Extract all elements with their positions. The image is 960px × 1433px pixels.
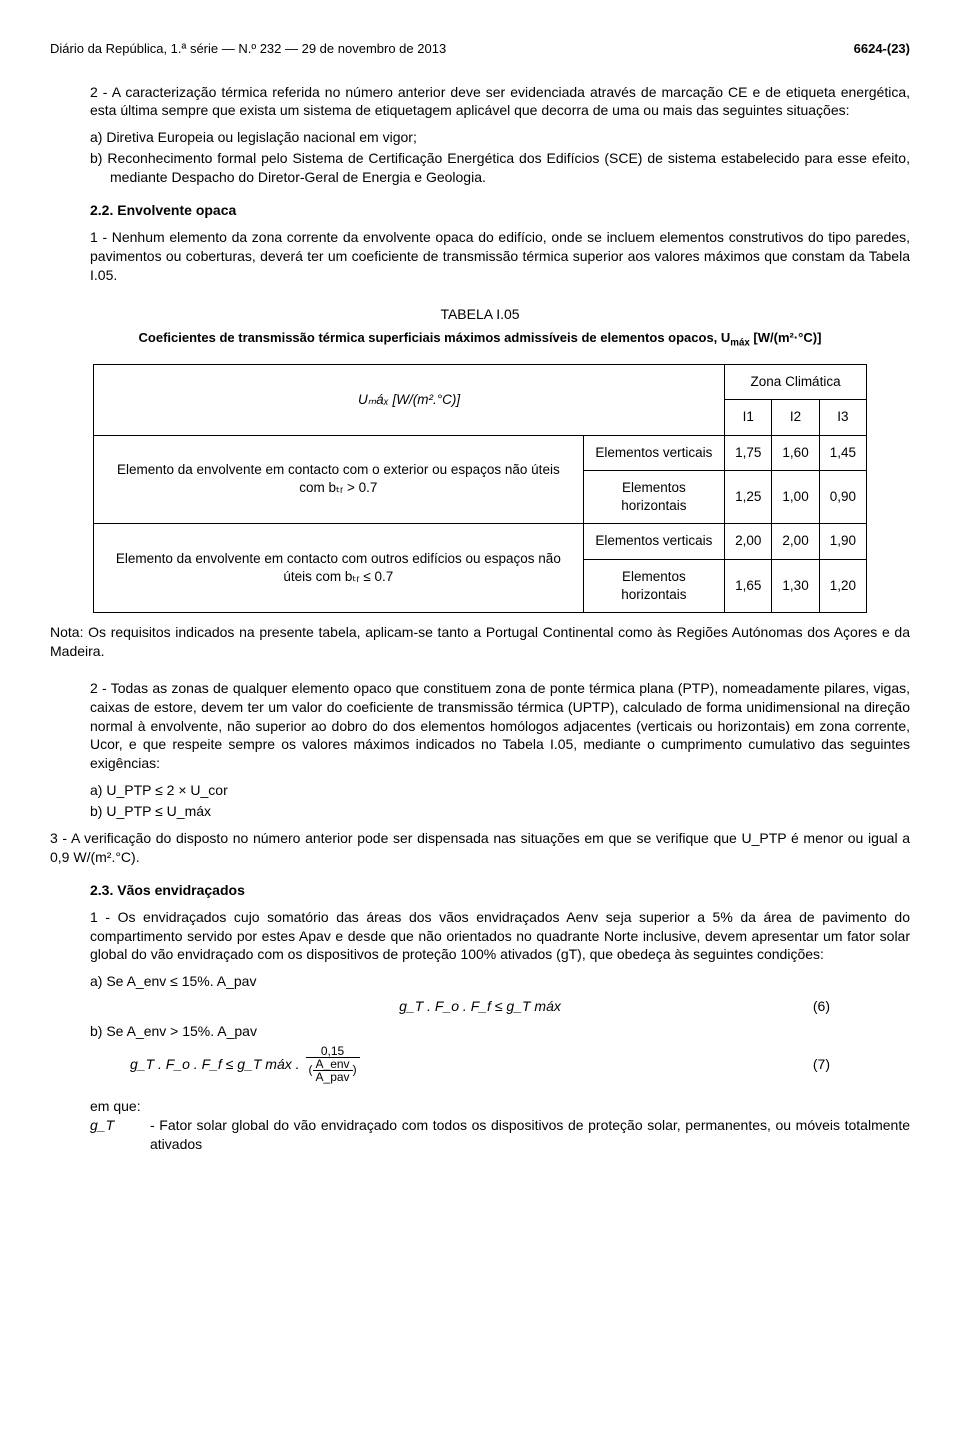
table-subcaption: Coeficientes de transmissão térmica supe… (50, 329, 910, 350)
row2-elh: Elementos horizontais (583, 559, 725, 612)
cell-i1: I1 (725, 400, 772, 435)
ptp-a-text: a) U_PTP ≤ 2 × U_cor (90, 782, 228, 798)
equation-7: g_T . F_o . F_f ≤ g_T máx . 0,15 (A_envA… (50, 1045, 910, 1083)
r1v-i2: 1,60 (772, 435, 819, 470)
heading-2-2: 2.2. Envolvente opaca (50, 201, 910, 220)
r2h-i2: 1,30 (772, 559, 819, 612)
r1h-i1: 1,25 (725, 470, 772, 523)
eq7-frac-outer: 0,15 (A_envA_pav) (306, 1045, 360, 1083)
subcap-text: Coeficientes de transmissão térmica supe… (139, 330, 731, 345)
r2v-i3: 1,90 (819, 524, 866, 559)
subcap-unit: [W/(m²·°C)] (750, 330, 822, 345)
umax-label: Uₘáₓ [W/(m².°C)] (358, 392, 460, 407)
cond-a: a) Se A_env ≤ 15%. A_pav (50, 972, 910, 991)
r2v-i1: 2,00 (725, 524, 772, 559)
gt-desc: - Fator solar global do vão envidraçado … (150, 1116, 910, 1154)
row1-elh: Elementos horizontais (583, 470, 725, 523)
cell-i3: I3 (819, 400, 866, 435)
para-2-2: 1 - Nenhum elemento da zona corrente da … (50, 228, 910, 285)
row2-elv: Elementos verticais (583, 524, 725, 559)
r2v-i2: 2,00 (772, 524, 819, 559)
eq7-apav: A_pav (313, 1071, 353, 1083)
cell-umax: Uₘáₓ [W/(m².°C)] (94, 365, 725, 435)
row1-desc: Elemento da envolvente em contacto com o… (94, 435, 584, 524)
r1v-i3: 1,45 (819, 435, 866, 470)
header-left: Diário da República, 1.ª série — N.º 232… (50, 40, 446, 58)
heading-2-3: 2.3. Vãos envidraçados (50, 881, 910, 900)
row2-desc: Elemento da envolvente em contacto com o… (94, 524, 584, 613)
table-caption: TABELA I.05 (50, 305, 910, 324)
subcap-sub: máx (730, 338, 750, 349)
eq6-num: (6) (813, 997, 830, 1016)
row1-elv: Elementos verticais (583, 435, 725, 470)
r1h-i2: 1,00 (772, 470, 819, 523)
ptp-a: a) U_PTP ≤ 2 × U_cor (50, 781, 910, 800)
page-header: Diário da República, 1.ª série — N.º 232… (50, 40, 910, 58)
table-note: Nota: Os requisitos indicados na present… (50, 623, 910, 661)
item-b: b) Reconhecimento formal pelo Sistema de… (50, 149, 910, 187)
r1h-i3: 0,90 (819, 470, 866, 523)
eq6-expr: g_T . F_o . F_f ≤ g_T máx (399, 997, 561, 1016)
r1v-i1: 1,75 (725, 435, 772, 470)
gt-definition: g_T - Fator solar global do vão envidraç… (50, 1116, 910, 1154)
eq7-frac-inner: A_envA_pav (313, 1058, 353, 1083)
para-2-intro: 2 - A caracterização térmica referida no… (50, 83, 910, 121)
para-ptp: 2 - Todas as zonas de qualquer elemento … (50, 679, 910, 773)
eq7-number: (7) (813, 1055, 830, 1074)
eq7-expr: g_T . F_o . F_f ≤ g_T máx . (130, 1055, 300, 1074)
ptp-b: b) U_PTP ≤ U_máx (50, 802, 910, 821)
r2h-i1: 1,65 (725, 559, 772, 612)
coefficients-table: Uₘáₓ [W/(m².°C)] Zona Climática I1 I2 I3… (93, 364, 867, 613)
para-2-3: 1 - Os envidraçados cujo somatório das á… (50, 908, 910, 965)
gt-symbol: g_T (90, 1116, 120, 1135)
cell-zona: Zona Climática (725, 365, 867, 400)
equation-6: g_T . F_o . F_f ≤ g_T máx (6) (50, 997, 910, 1016)
r2h-i3: 1,20 (819, 559, 866, 612)
para-3: 3 - A verificação do disposto no número … (50, 829, 910, 867)
em-que: em que: (50, 1097, 910, 1116)
cond-b: b) Se A_env > 15%. A_pav (50, 1022, 910, 1041)
cell-i2: I2 (772, 400, 819, 435)
ptp-b-text: b) U_PTP ≤ U_máx (90, 803, 211, 819)
item-a: a) Diretiva Europeia ou legislação nacio… (50, 128, 910, 147)
eq7-den: (A_envA_pav) (306, 1058, 360, 1083)
header-page-number: 6624-(23) (854, 40, 910, 58)
